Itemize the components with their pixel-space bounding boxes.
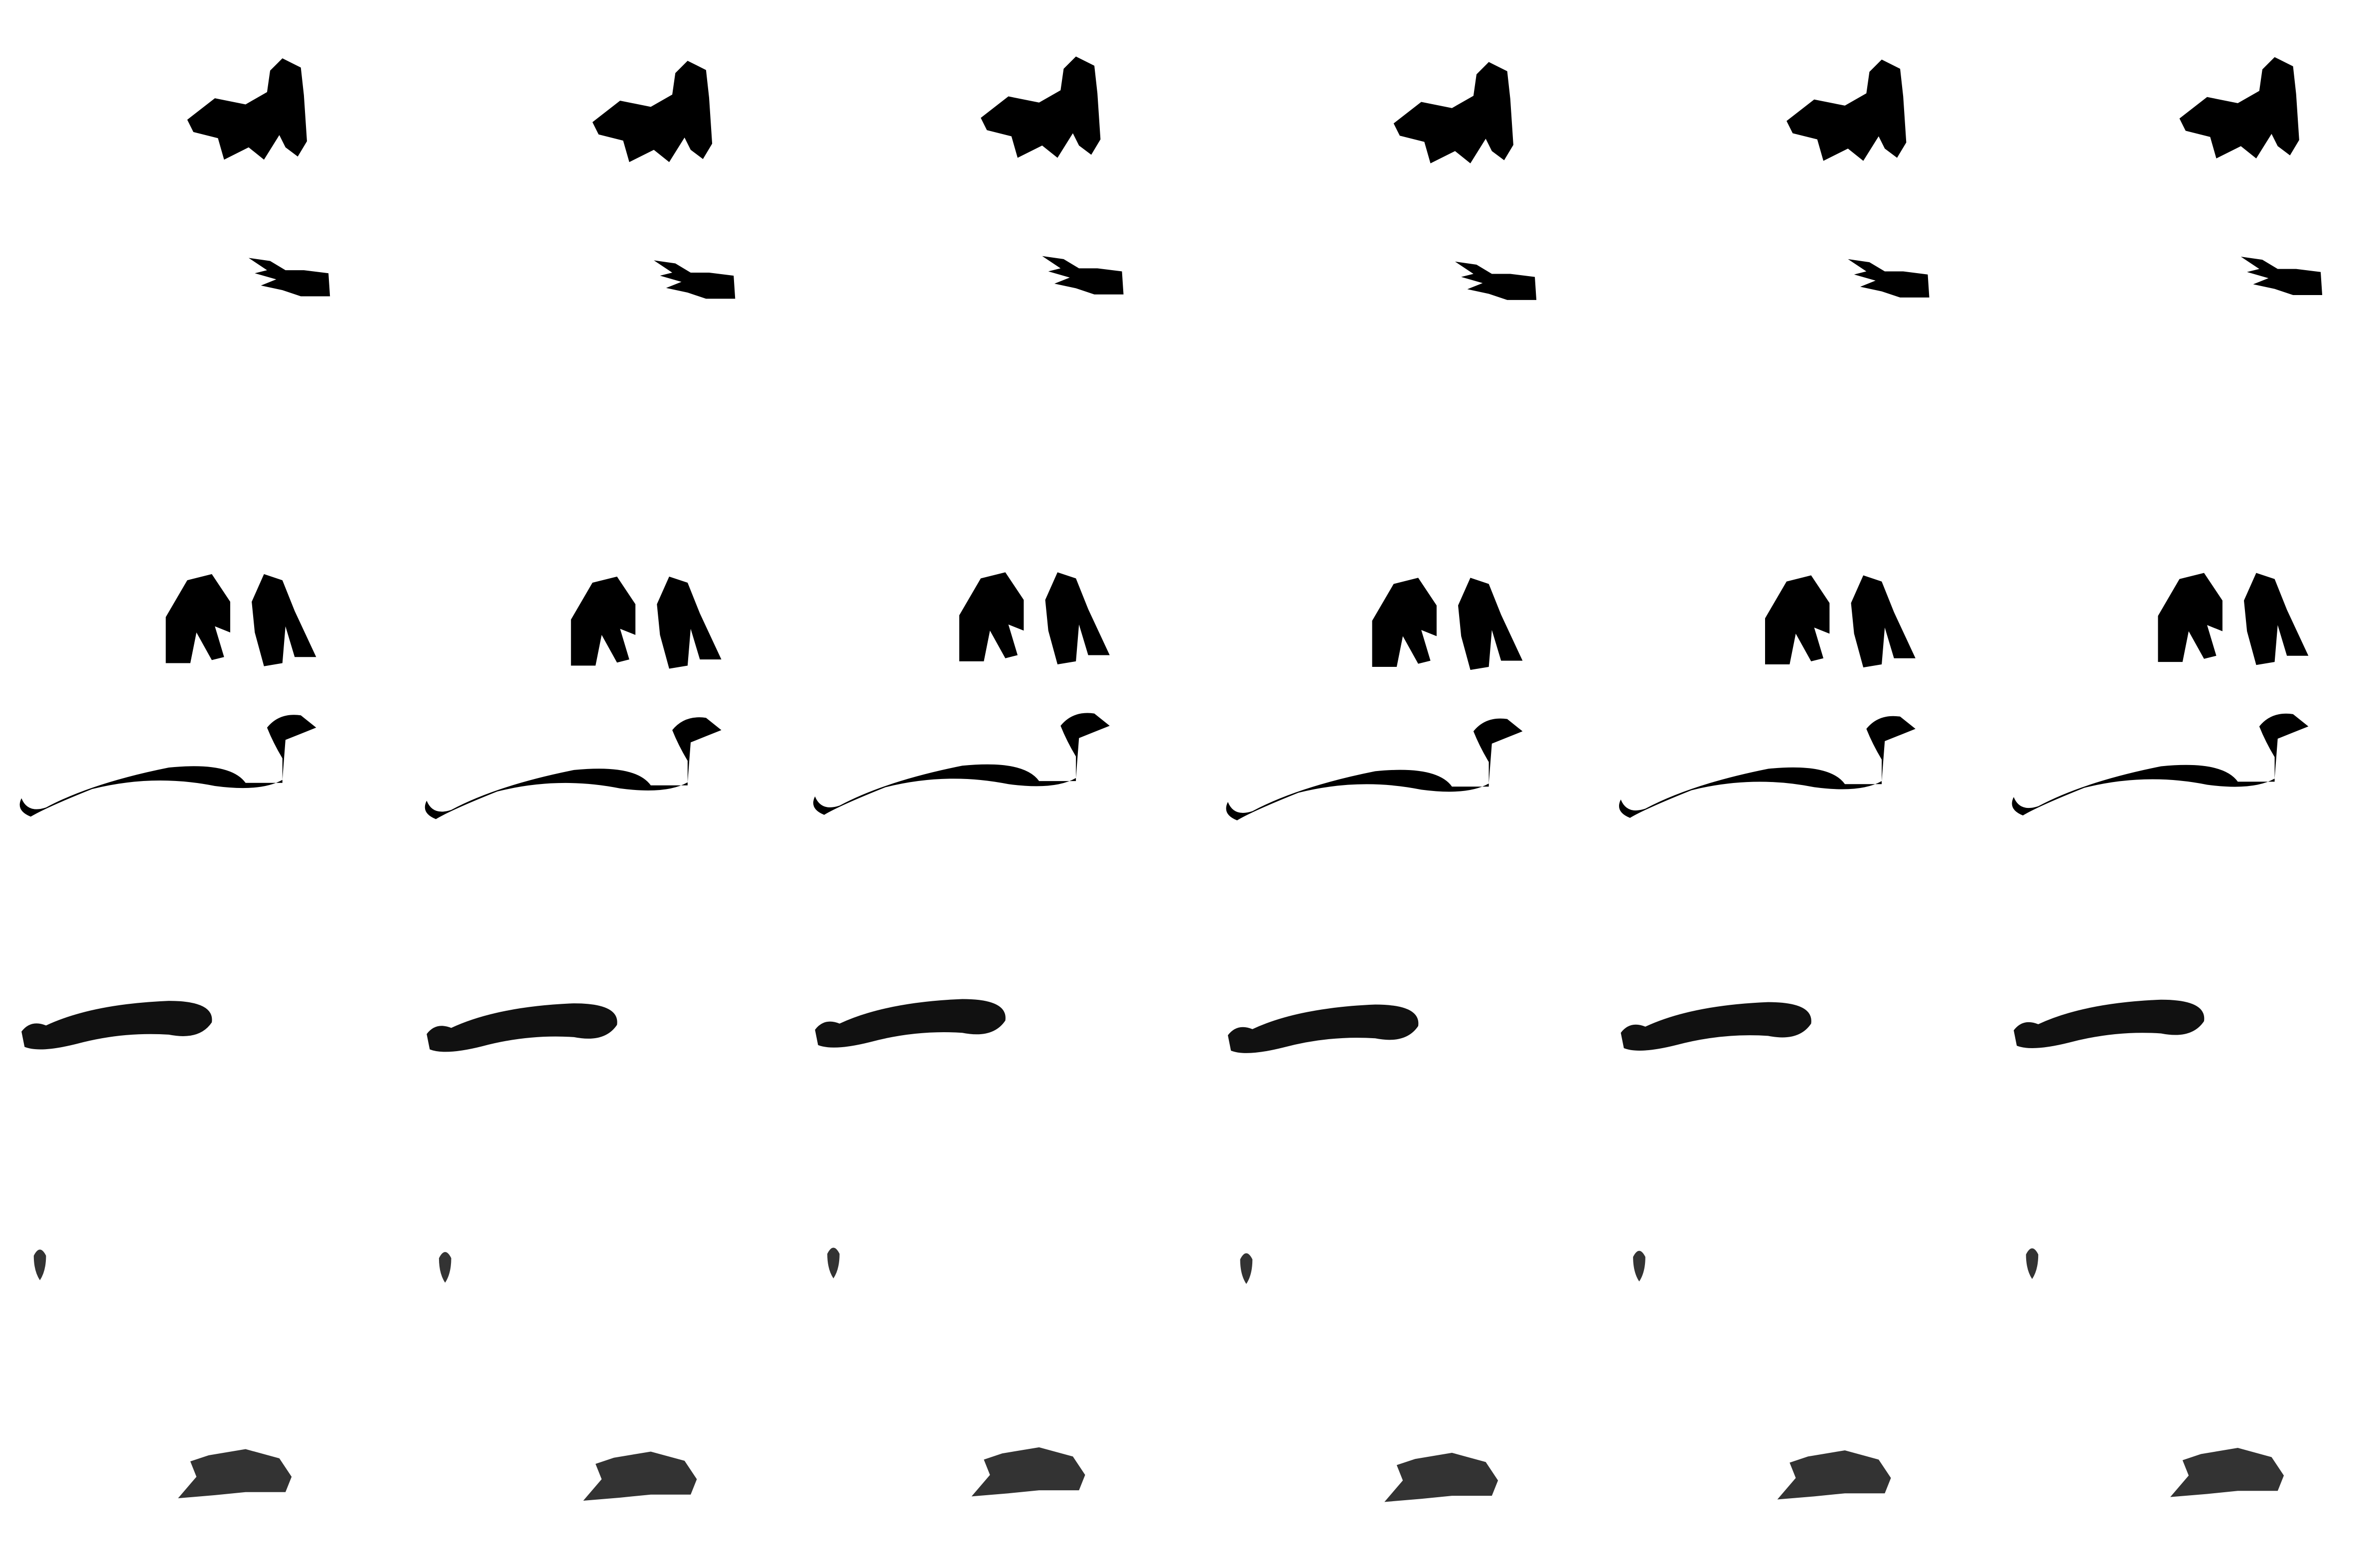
tail-curl-shape	[1228, 1004, 1419, 1053]
tail-with-neck-shape	[813, 713, 1110, 815]
body-torso-shape	[1393, 62, 1513, 163]
tail-tip-shape	[1240, 1253, 1253, 1284]
wing-blob-shape	[1384, 1452, 1498, 1502]
head-shape	[654, 260, 736, 299]
tail-with-neck-shape	[1226, 718, 1523, 820]
tail-tip-shape	[33, 1250, 46, 1280]
tail-curl-shape	[427, 1003, 617, 1052]
legs-shape	[1372, 578, 1523, 670]
tail-tip-shape	[2026, 1248, 2039, 1279]
wing-blob-shape	[1777, 1450, 1891, 1500]
tail-tip-shape	[827, 1248, 840, 1279]
body-torso-shape	[2179, 57, 2299, 158]
tail-tip-shape	[439, 1252, 451, 1283]
wing-blob-shape	[583, 1451, 697, 1501]
body-torso-shape	[981, 56, 1101, 158]
tail-with-neck-shape	[1619, 716, 1916, 818]
legs-shape	[165, 574, 316, 666]
tail-curl-shape	[21, 1001, 212, 1050]
legs-shape	[571, 576, 722, 669]
head-shape	[248, 258, 330, 297]
legs-shape	[1765, 575, 1916, 668]
tail-with-neck-shape	[425, 717, 722, 819]
tail-curl-shape	[2013, 999, 2205, 1049]
legs-shape	[959, 572, 1110, 665]
wing-blob-shape	[2170, 1448, 2284, 1497]
legs-shape	[2158, 573, 2309, 665]
body-torso-shape	[592, 60, 713, 162]
head-shape	[2240, 256, 2323, 295]
head-shape	[1455, 261, 1537, 300]
body-torso-shape	[187, 58, 307, 160]
tail-with-neck-shape	[2012, 713, 2309, 816]
wing-blob-shape	[178, 1449, 292, 1499]
tail-with-neck-shape	[19, 715, 316, 817]
head-shape	[1848, 259, 1930, 298]
tail-curl-shape	[1621, 1002, 1811, 1051]
head-shape	[1042, 256, 1124, 295]
body-torso-shape	[1786, 59, 1907, 161]
tail-tip-shape	[1633, 1250, 1645, 1282]
tail-curl-shape	[815, 999, 1006, 1048]
wing-blob-shape	[971, 1447, 1085, 1497]
